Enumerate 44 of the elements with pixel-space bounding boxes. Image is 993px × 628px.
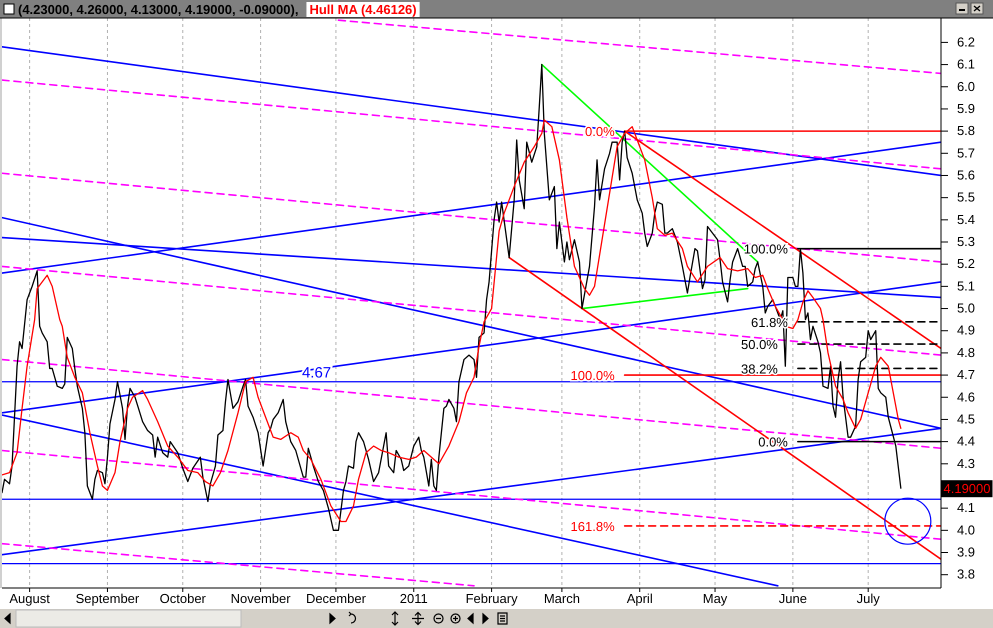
x-tick-label: September <box>76 591 140 606</box>
x-tick-label: February <box>466 591 518 606</box>
x-tick-label: May <box>702 591 728 606</box>
y-tick-label: 4.8 <box>956 344 976 360</box>
y-tick-label: 4.6 <box>956 389 976 404</box>
x-tick-label: June <box>778 591 807 606</box>
y-tick-label: 5.0 <box>956 300 976 316</box>
y-tick-label: 4.9 <box>956 322 976 338</box>
y-tick-label: 5.9 <box>956 100 976 116</box>
x-tick-label: November <box>230 591 292 606</box>
x-tick-label: 2011 <box>400 591 428 606</box>
y-tick-label: 4.4 <box>956 434 976 449</box>
x-tick-label: July <box>856 591 880 606</box>
y-tick-label: 5.7 <box>956 145 976 160</box>
y-tick-label: 5.3 <box>956 234 976 250</box>
y-tick-label: 4.5 <box>956 411 976 426</box>
y-tick-label: 5.8 <box>956 123 976 138</box>
x-tick-label: December <box>306 591 367 606</box>
text: 4.19000 <box>944 481 990 496</box>
annotation: 161.8% <box>570 518 616 534</box>
y-tick-label: 6.2 <box>956 34 976 50</box>
y-tick-label: 6.0 <box>956 78 976 94</box>
annotation: 100.0% <box>570 368 616 384</box>
y-tick-label: 5.1 <box>956 278 976 294</box>
y-tick-label: 5.5 <box>956 190 976 205</box>
y-tick-label: 4.0 <box>956 522 976 538</box>
y-tick-label: 5.4 <box>956 212 976 227</box>
x-tick-label: October <box>160 591 207 606</box>
y-tick-label: 3.8 <box>956 566 976 582</box>
annotation: 38.2% <box>741 361 778 376</box>
y-tick-label: 4.3 <box>956 456 976 471</box>
annotation: 50.0% <box>741 337 778 352</box>
x-tick-label: April <box>626 591 653 606</box>
chart-title: (4.23000, 4.26000, 4.13000, 4.19000, -0.09000), <box>18 2 298 17</box>
y-tick-label: 5.6 <box>956 167 976 182</box>
y-tick-label: 5.2 <box>956 256 976 272</box>
annotation: 100.0% <box>744 242 788 257</box>
text: Hull MA (4.46126) <box>309 2 417 17</box>
y-tick-label: 3.9 <box>956 544 976 560</box>
y-tick-label: 4.1 <box>956 500 976 516</box>
x-tick-label: August <box>9 591 50 606</box>
y-tick-label: 4.7 <box>956 367 976 382</box>
x-tick-label: March <box>544 591 580 606</box>
y-tick-label: 6.1 <box>956 56 976 72</box>
